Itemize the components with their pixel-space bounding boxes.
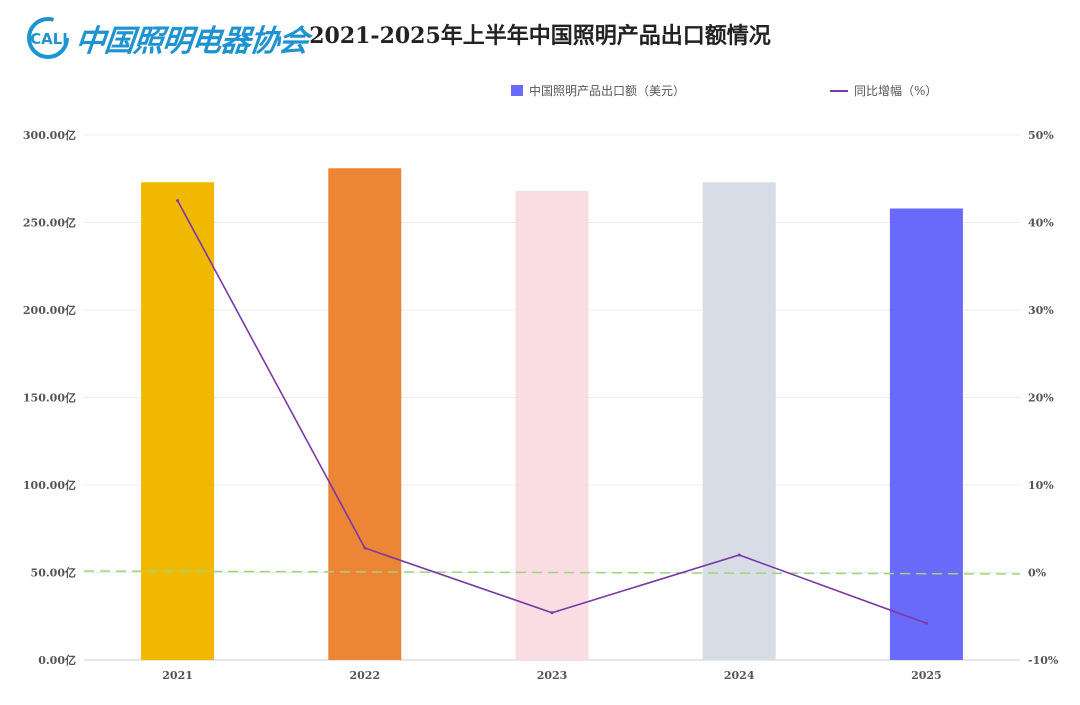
- line-point-2022: [363, 546, 367, 550]
- y-left-tick-label: 300.00亿: [23, 128, 76, 142]
- y-left-tick-label: 100.00亿: [23, 478, 76, 492]
- legend-item-export[interactable]: 中国照明产品出口额（美元）: [511, 82, 685, 99]
- y-left-tick-label: 50.00亿: [31, 566, 76, 580]
- y-right-tick-label: 10%: [1028, 479, 1054, 492]
- y-left-tick-label: 250.00亿: [23, 216, 76, 230]
- y-right-tick-label: 20%: [1028, 392, 1054, 405]
- x-tick-label: 2021: [162, 669, 193, 682]
- y-right-tick-label: 50%: [1028, 129, 1054, 142]
- reference-line-zero: [83, 570, 1021, 575]
- y-right-tick-label: 0%: [1028, 567, 1047, 580]
- x-tick-label: 2024: [724, 669, 755, 682]
- chart-title: 2021-2025年上半年中国照明产品出口额情况: [309, 23, 771, 49]
- legend-label-growth: 同比增幅（%）: [854, 84, 938, 98]
- logo-mark-icon: CALI: [26, 16, 70, 60]
- y-right-tick-label: 40%: [1028, 217, 1054, 230]
- bar-2022: [328, 168, 402, 660]
- legend-swatch-line: [830, 89, 848, 92]
- line-point-2023: [550, 611, 554, 615]
- legend-swatch-bar: [511, 85, 523, 96]
- legend: 中国照明产品出口额（美元） 同比增幅（%）: [0, 82, 1080, 100]
- x-tick-label: 2022: [349, 669, 380, 682]
- logo-mark-text: CALI: [30, 30, 68, 48]
- logo: CALI 中国照明电器协会: [26, 14, 309, 62]
- line-point-2024: [737, 553, 741, 557]
- legend-label-export: 中国照明产品出口额（美元）: [529, 84, 686, 98]
- x-tick-label: 2025: [911, 669, 942, 682]
- y-left-tick-label: 200.00亿: [23, 303, 76, 317]
- x-tick-label: 2023: [537, 669, 568, 682]
- y-right-tick-label: -10%: [1028, 654, 1059, 667]
- y-left-tick-label: 0.00亿: [38, 653, 76, 667]
- y-right-tick-label: 30%: [1028, 304, 1054, 317]
- line-point-2021: [176, 199, 180, 203]
- bar-2024: [702, 182, 776, 660]
- bar-2023: [515, 191, 589, 660]
- bar-2021: [141, 182, 215, 660]
- y-left-tick-label: 150.00亿: [23, 391, 76, 405]
- line-point-2025: [924, 621, 928, 625]
- bar-2025: [889, 208, 963, 660]
- legend-item-growth[interactable]: 同比增幅（%）: [830, 82, 937, 99]
